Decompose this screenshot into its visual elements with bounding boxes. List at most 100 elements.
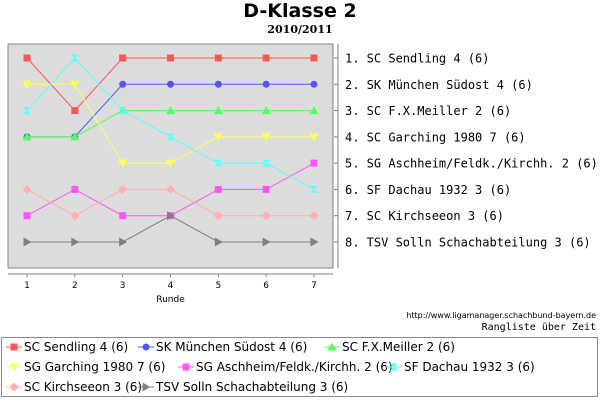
data-point	[22, 184, 32, 194]
right-axis-label: 1. SC Sendling 4 (6)	[345, 52, 490, 66]
data-point	[309, 185, 319, 193]
chart-title: D-Klasse 2	[243, 0, 357, 22]
data-point	[214, 237, 223, 247]
data-point	[214, 80, 222, 88]
x-tick-label: 2	[72, 281, 78, 291]
data-point	[10, 343, 18, 351]
data-point	[119, 237, 128, 247]
right-axis-label: 3. SC F.X.Meiller 2 (6)	[345, 104, 511, 118]
data-point	[9, 382, 19, 392]
data-point	[22, 132, 32, 141]
legend-marker-icon	[324, 342, 340, 351]
data-point	[310, 159, 318, 167]
right-axis-label: 2. SK München Südost 4 (6)	[345, 78, 533, 92]
data-point	[213, 133, 223, 142]
legend-item: SG Garching 1980 7 (6)	[6, 360, 165, 374]
legend-item: SG Aschheim/Feldk./Kirchh. 2 (6)	[178, 360, 393, 374]
legend-label: SC Kirchseeon 3 (6)	[24, 380, 143, 394]
right-axis-label: 6. SF Dachau 1932 3 (6)	[345, 183, 511, 197]
legend-marker-icon	[138, 382, 154, 392]
x-tick-label: 6	[263, 281, 269, 291]
data-point	[166, 133, 175, 141]
data-point	[213, 106, 223, 115]
data-point	[71, 185, 79, 193]
chart-caption: Rangliste über Zeit	[481, 322, 596, 333]
x-tick-label: 3	[120, 281, 126, 291]
data-point	[166, 184, 175, 194]
legend-item: SC Sendling 4 (6)	[6, 340, 128, 354]
right-axis-label: 4. SC Garching 1980 7 (6)	[345, 130, 526, 144]
data-point	[214, 185, 222, 193]
right-axis-label: 7. SC Kirchseeon 3 (6)	[345, 209, 504, 223]
data-point	[309, 211, 319, 221]
data-point	[118, 107, 128, 115]
data-point	[310, 80, 318, 88]
data-point	[70, 132, 80, 141]
data-point	[9, 363, 19, 372]
data-point	[310, 54, 318, 62]
series-line-6	[26, 57, 315, 190]
legend-marker-icon	[6, 382, 22, 392]
data-point	[166, 106, 175, 115]
x-axis-label: Runde	[156, 295, 185, 305]
x-tick-label: 1	[24, 281, 30, 291]
legend-item: SK München Südost 4 (6)	[138, 340, 307, 354]
data-point	[261, 106, 271, 115]
legend-marker-icon	[6, 343, 22, 351]
data-point	[389, 363, 399, 371]
data-point	[142, 343, 150, 351]
legend-item: SF Dachau 1932 3 (6)	[386, 360, 535, 374]
data-point	[71, 107, 79, 115]
legend-label: SF Dachau 1932 3 (6)	[404, 360, 535, 374]
legend-marker-icon	[138, 343, 154, 351]
legend-label: SK München Südost 4 (6)	[156, 340, 308, 354]
data-point	[23, 54, 31, 62]
data-point	[118, 184, 128, 194]
data-point	[327, 342, 337, 351]
legend-marker-icon	[178, 363, 194, 371]
legend-marker-icon	[6, 363, 22, 372]
data-point	[262, 237, 271, 247]
legend-item: TSV Solln Schachabteilung 3 (6)	[138, 380, 348, 394]
legend-item: SC Kirchseeon 3 (6)	[6, 380, 142, 394]
source-url[interactable]: http://www.ligamanager.schachbund-bayern…	[406, 311, 596, 320]
data-point	[167, 211, 175, 221]
data-point	[119, 80, 127, 88]
right-axis-label: 5. SG Aschheim/Feldk./Kirchh. 2 (6)	[345, 157, 598, 171]
data-point	[119, 212, 127, 220]
data-point	[23, 237, 32, 247]
x-tick-label: 7	[311, 281, 317, 291]
data-point	[309, 106, 319, 115]
x-tick-label: 5	[215, 281, 221, 291]
data-point	[166, 159, 175, 168]
data-point	[22, 107, 32, 115]
data-point	[70, 80, 80, 89]
chart-legend: SC Sendling 4 (6) SK München Südost 4 (6)…	[1, 337, 598, 397]
x-tick-label: 4	[168, 281, 174, 291]
data-point	[261, 133, 271, 142]
legend-label: SC F.X.Meiller 2 (6)	[342, 340, 455, 354]
legend-marker-icon	[386, 363, 402, 371]
chart-subtitle: 2010/2011	[267, 23, 333, 36]
data-point	[262, 54, 270, 62]
data-point	[70, 211, 80, 221]
data-point	[167, 54, 174, 62]
data-point	[261, 211, 271, 221]
right-axis-label: 8. TSV Solln Schachabteilung 3 (6)	[345, 236, 591, 250]
data-point	[142, 382, 151, 392]
data-point	[118, 159, 128, 168]
data-point	[23, 212, 31, 220]
data-point	[167, 80, 174, 88]
data-point	[70, 54, 80, 62]
line-chart: 1 2 3 4 5 6 7 Runde 1. SC Sendling 4 (6) 2. SK Mü…	[7, 43, 598, 305]
data-point	[213, 211, 223, 221]
data-point	[262, 80, 270, 88]
legend-label: TSV Solln Schachabteilung 3 (6)	[156, 380, 349, 394]
data-point	[214, 54, 222, 62]
data-point	[261, 159, 271, 167]
data-point	[213, 159, 223, 167]
data-point	[22, 80, 32, 89]
legend-label: SG Aschheim/Feldk./Kirchh. 2 (6)	[196, 360, 393, 374]
legend-label: SC Sendling 4 (6)	[24, 340, 129, 354]
data-point	[309, 133, 319, 142]
